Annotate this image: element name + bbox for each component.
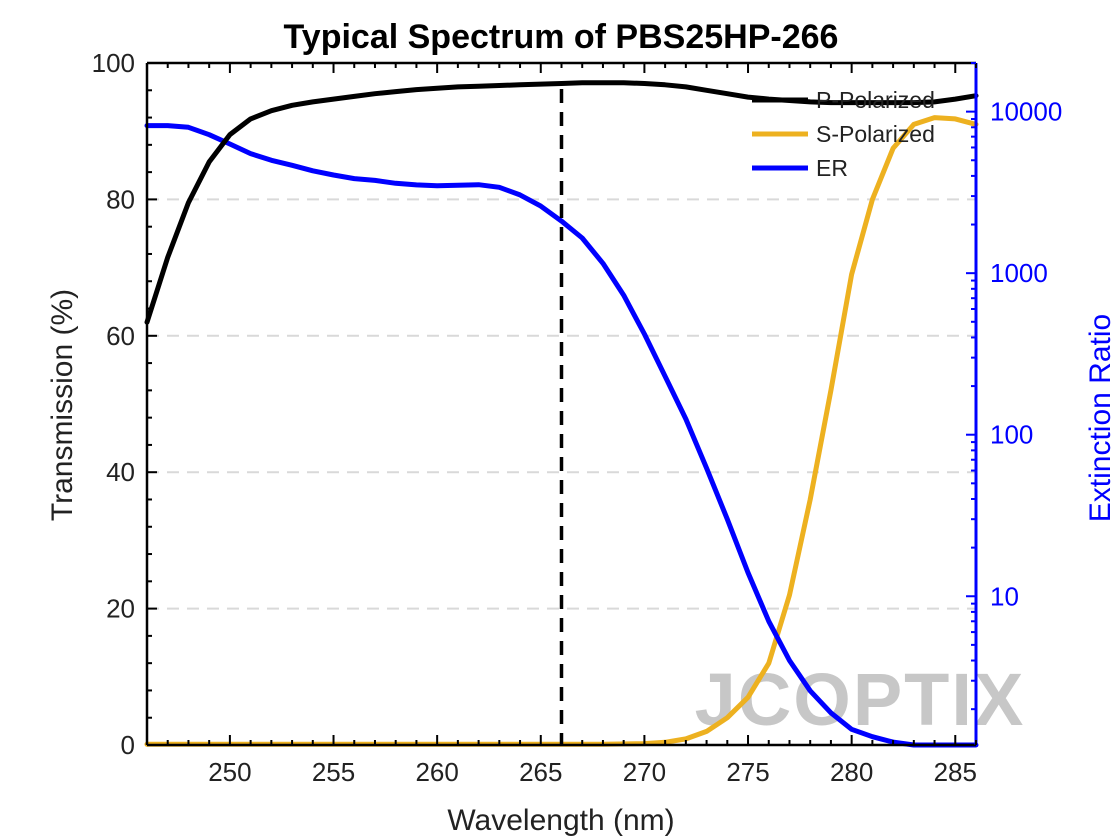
y-left-tick-label: 60: [106, 321, 135, 351]
y-left-tick-label: 80: [106, 184, 135, 214]
y-right-tick-label: 1000: [990, 258, 1048, 288]
right-axis-label: Extinction Ratio: [1084, 314, 1117, 522]
legend-entry: ER: [816, 155, 848, 181]
left-axis-ticks: 0 20 40 60 80 100: [92, 48, 157, 760]
x-tick-label: 280: [830, 757, 873, 787]
y-left-tick-label: 40: [106, 457, 135, 487]
legend: P-Polarized S-Polarized ER: [752, 87, 935, 181]
x-tick-label: 255: [312, 757, 355, 787]
x-tick-label: 260: [415, 757, 458, 787]
series-line-p-polarized: [144, 80, 979, 325]
x-tick-label: 285: [934, 757, 977, 787]
legend-entry: S-Polarized: [816, 121, 935, 147]
right-axis-ticks: 10 100 1000 10000: [966, 62, 1062, 711]
y-right-tick-label: 10000: [990, 97, 1062, 127]
x-tick-label: 275: [726, 757, 769, 787]
grid-lines: [147, 198, 976, 610]
x-tick-label: 250: [208, 757, 251, 787]
series-line-er: [144, 123, 979, 748]
y-left-tick-label: 0: [121, 730, 135, 760]
y-right-tick-label: 100: [990, 420, 1033, 450]
x-tick-label: 265: [519, 757, 562, 787]
y-left-tick-label: 20: [106, 594, 135, 624]
x-axis-label: Wavelength (nm): [447, 804, 674, 837]
legend-entry: P-Polarized: [816, 87, 935, 113]
watermark-layer: JCOPTIX: [695, 658, 1026, 741]
jcoptix-watermark: JCOPTIX: [695, 658, 1026, 741]
y-left-tick-label: 100: [92, 48, 135, 78]
x-tick-label: 270: [623, 757, 666, 787]
x-axis-ticks: 250 255 260 265 270 275 280 285: [146, 63, 977, 787]
chart-title: Typical Spectrum of PBS25HP-266: [284, 18, 839, 56]
y-right-tick-label: 10: [990, 581, 1019, 611]
left-axis-label: Transmission (%): [46, 289, 79, 521]
